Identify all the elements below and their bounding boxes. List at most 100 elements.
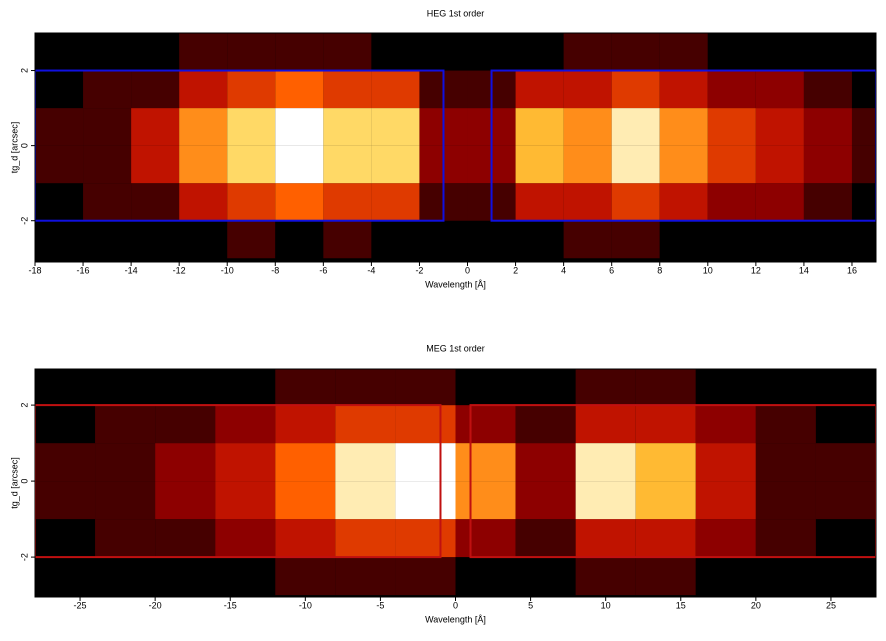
x-tick-label: 2 — [513, 265, 518, 275]
heatmap-cell — [815, 519, 876, 558]
heatmap-cell — [803, 33, 852, 71]
heatmap-cell — [515, 108, 564, 146]
heatmap-cell — [515, 481, 576, 520]
heatmap-cell — [179, 70, 228, 109]
heatmap-cell — [95, 369, 156, 406]
heatmap-cell — [371, 70, 420, 109]
heatmap-cell — [707, 108, 756, 146]
x-tick-label: -8 — [271, 265, 279, 275]
heatmap-cell — [35, 108, 84, 146]
heatmap-cell — [215, 481, 276, 520]
heatmap-cell — [563, 70, 612, 109]
y-tick-label: 2 — [19, 68, 29, 73]
heatmap-cell — [635, 405, 696, 444]
heatmap-cell — [815, 557, 876, 596]
heatmap-cell — [755, 557, 816, 596]
heatmap-cell — [395, 519, 456, 558]
heatmap-cell — [131, 220, 180, 259]
heatmap-cell — [635, 519, 696, 558]
heatmap-cell — [515, 33, 564, 71]
heatmap-cell — [803, 220, 852, 259]
heatmap-cell — [515, 443, 576, 482]
heatmap-cell — [323, 108, 372, 146]
heatmap-cell — [215, 405, 276, 444]
heatmap-cell — [815, 405, 876, 444]
heatmap-cell — [419, 220, 468, 259]
extraction-region — [490, 69, 876, 222]
heatmap-cell — [83, 145, 132, 184]
heatmap-cell — [131, 33, 180, 71]
heatmap-cell — [659, 33, 708, 71]
heatmap-cell — [227, 70, 276, 109]
heatmap-cell — [179, 220, 228, 259]
heatmap-cell — [635, 481, 696, 520]
heatmap-cell — [371, 183, 420, 221]
heatmap-cell — [575, 369, 636, 406]
y-tick-label: -2 — [19, 553, 29, 561]
heatmap-cell — [455, 443, 516, 482]
heatmap-cell — [695, 519, 756, 558]
x-tick-label: 25 — [826, 600, 836, 610]
heatmap-cell — [275, 33, 324, 71]
heatmap-cell — [35, 220, 84, 259]
heatmap-cell — [35, 70, 84, 109]
x-tick-label: -2 — [415, 265, 423, 275]
heatmap-cell — [215, 557, 276, 596]
heatmap-cell — [227, 183, 276, 221]
heatmap-cell — [323, 183, 372, 221]
heatmap-cell — [275, 557, 336, 596]
chart-title: HEG 1st order — [427, 8, 485, 18]
heatmap-cell — [455, 369, 516, 406]
heatmap-cell — [83, 70, 132, 109]
heatmap-cell — [95, 557, 156, 596]
heatmap-cell — [815, 443, 876, 482]
heatmap-cell — [695, 481, 756, 520]
heatmap-cell — [659, 108, 708, 146]
x-tick-label: 8 — [657, 265, 662, 275]
heatmap-cell — [755, 481, 816, 520]
heatmap-cell — [371, 108, 420, 146]
heatmap-cell — [83, 183, 132, 221]
heatmap-cell — [695, 557, 756, 596]
heatmap-cell — [155, 443, 216, 482]
heatmap-cell — [755, 519, 816, 558]
heatmap-cell — [851, 145, 876, 184]
heatmap-cell — [803, 183, 852, 221]
heatmap-cell — [275, 443, 336, 482]
heatmap-cell — [335, 443, 396, 482]
heatmap-cell — [179, 145, 228, 184]
heatmap-cell — [131, 70, 180, 109]
x-tick-label: 0 — [453, 600, 458, 610]
heatmap-cell — [215, 519, 276, 558]
heatmap-cell — [275, 108, 324, 146]
heatmap-cell — [323, 145, 372, 184]
heatmap-cell — [35, 519, 96, 558]
x-tick-label: 12 — [751, 265, 761, 275]
x-tick-label: -20 — [149, 600, 162, 610]
heatmap-cell — [227, 108, 276, 146]
x-tick-label: -5 — [376, 600, 384, 610]
heatmap-cell — [635, 443, 696, 482]
heatmap-cell — [275, 70, 324, 109]
heatmap-cell — [755, 183, 804, 221]
heatmap-cell — [755, 145, 804, 184]
heatmap-cell — [275, 183, 324, 221]
heatmap-cell — [803, 70, 852, 109]
extraction-region — [35, 404, 442, 559]
heatmap-cell — [95, 519, 156, 558]
heatmap-cell — [155, 519, 216, 558]
heatmap-cell — [227, 33, 276, 71]
heatmap-cell — [815, 481, 876, 520]
heatmap-cell — [227, 220, 276, 259]
y-axis-label: tg_d [arcsec] — [9, 122, 19, 174]
heatmap-cells — [35, 33, 876, 259]
heatmap-cell — [131, 108, 180, 146]
heatmap-cell — [695, 369, 756, 406]
y-axis-label: tg_d [arcsec] — [9, 457, 19, 509]
heatmap-cell — [563, 220, 612, 259]
heatmap-cell — [563, 183, 612, 221]
extraction-region — [469, 404, 876, 559]
heatmap-cell — [515, 405, 576, 444]
